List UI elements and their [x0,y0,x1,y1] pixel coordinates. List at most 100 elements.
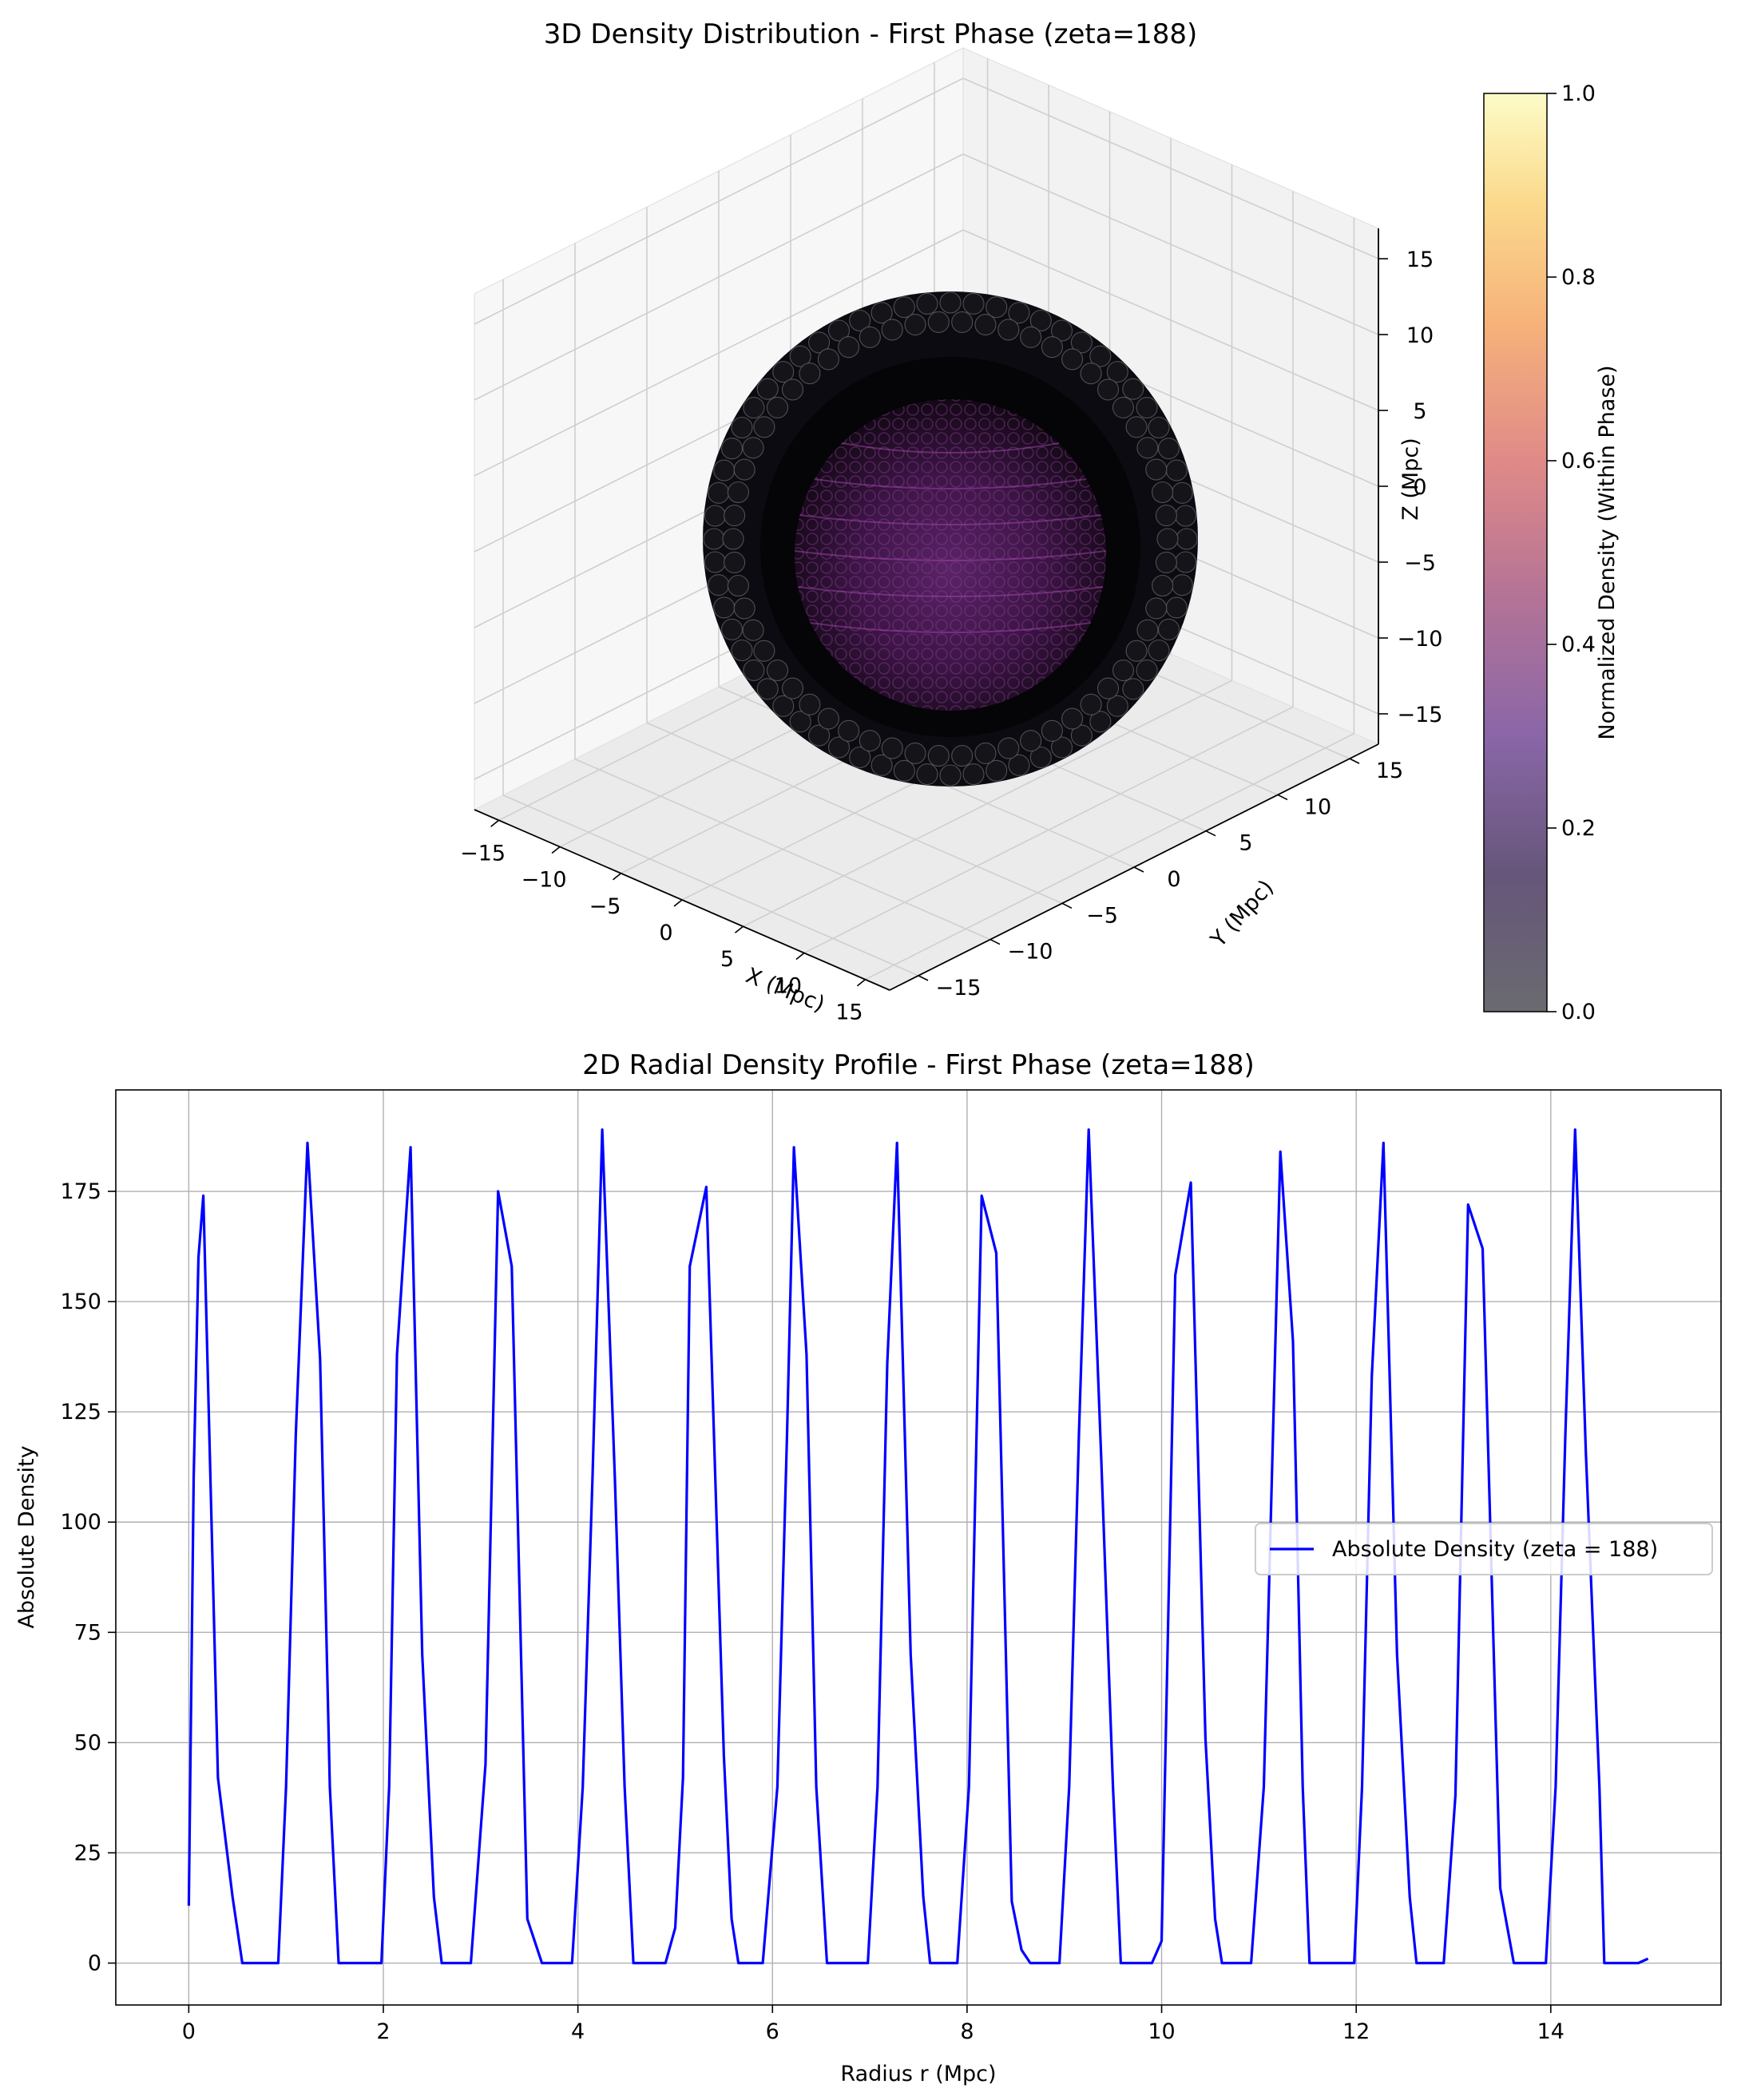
shell-point [1152,481,1174,504]
y-tick-label: 175 [60,1179,101,1204]
shell-point [703,528,725,550]
x-axis-ticks: −15 −10 −5 0 5 10 15 [460,819,866,1025]
x-tick-label: 5 [720,947,734,972]
shell-point [1171,481,1193,504]
side-grid-z [474,153,964,401]
floor-grid-x [743,680,1232,927]
shell-point [1029,746,1052,769]
shell-point [704,551,726,573]
panel-3d-density: 3D Density Distribution - First Phase (z… [460,18,1442,1025]
shell-point [753,416,775,438]
x-tick-label: 14 [1537,2019,1565,2044]
shell-point [951,745,974,767]
panel-radial-profile: 2D Radial Density Profile - First Phase … [14,1049,1722,2086]
shell-point [756,678,779,700]
shell-point [731,639,753,662]
shell-point [881,319,903,341]
shell-point [838,719,860,742]
z-tick-label: 0 [1413,475,1426,500]
shell-point [724,551,746,573]
shell-point [799,363,821,385]
shell-point [997,319,1020,341]
y-tick-label: 0 [88,1951,101,1976]
shell-point [838,336,860,359]
colorbar-tick-label: 0.2 [1561,816,1596,841]
y-tick-label: 50 [74,1730,101,1755]
shell-point [1029,309,1052,332]
shell-point [789,345,811,367]
shell-point [733,597,755,620]
shell-point [916,292,938,315]
shell-point [1112,660,1135,682]
shell-point [766,660,789,682]
shell-point [1020,730,1042,752]
core-latitude-arc [798,586,1103,597]
shell-point [772,361,795,383]
series-line-absolute-density [187,1128,1649,1965]
plot-frame-2d [115,1089,1722,2006]
shell-point [986,759,1008,782]
y-ticks-2d: 0 25 50 75 100 125 150 175 [60,1179,116,1976]
density-sphere [703,291,1198,787]
z-axis-label-3d: Z (Mpc) [1398,438,1423,520]
shell-point [951,311,974,333]
shell-point [1175,551,1197,573]
shell-point [1106,361,1128,383]
shell-point [753,640,775,662]
z-tick-label: 10 [1406,323,1434,348]
shell-point [881,737,903,759]
shell-point [1061,707,1084,730]
y-tick-mark [1205,830,1216,837]
shell-point [1097,677,1120,699]
x-tick-label: −10 [522,868,567,893]
shell-point [1136,437,1159,459]
shell-point [1136,397,1158,419]
shell-point [781,378,804,401]
colorbar-tick-label: 1.0 [1561,81,1596,106]
z-tick-label: −15 [1398,703,1443,727]
shell-point [1089,345,1112,367]
title-3d: 3D Density Distribution - First Phase (z… [544,18,1197,50]
shell-point [817,707,839,730]
shell-point [1145,597,1168,620]
x-tick-label: −15 [460,841,506,866]
x-tick-label: 6 [766,2019,779,2044]
floor-grid-x [865,732,1354,981]
x-tick-label: 10 [1148,2019,1175,2044]
x-tick-label: 15 [835,1000,863,1025]
colorbar-tick-label: 0.6 [1561,449,1596,473]
colorbar-ticks: 0.0 0.2 0.4 0.6 0.8 1.0 [1547,81,1596,1024]
shell-point [1148,639,1170,662]
y-tick-mark [1277,794,1288,801]
shell-point [1050,319,1073,342]
shell-point [766,396,789,418]
z-tick-label: 5 [1413,399,1426,424]
legend-label: Absolute Density (zeta = 188) [1332,1537,1658,1562]
z-axis-ticks: −15 −10 −5 0 5 10 15 [1378,248,1442,727]
shell-point [1097,378,1120,401]
y-tick-label: 15 [1376,759,1403,783]
shell-point [974,742,997,764]
shell-point [1125,416,1148,438]
shell-point [849,746,871,769]
shell-point [927,311,950,333]
shell-point [1152,574,1174,597]
shell-point [743,659,765,681]
y-tick-label: 150 [60,1290,101,1314]
shell-point [893,759,915,782]
core-latitude-arc [842,442,1059,454]
shell-point [720,618,744,640]
y-axis-label-3d: Y (Mpc) [1206,875,1279,953]
core-latitude-arc [799,514,1101,525]
z-tick-label: −5 [1404,551,1436,576]
colorbar: 0.0 0.2 0.4 0.6 0.8 1.0 Normalized Density (W… [1483,81,1620,1024]
y-tick-mark [1061,902,1073,909]
shell-point [713,459,736,481]
back-grid-z [962,77,1379,260]
shell-point [1148,416,1170,439]
x-tick-label: 0 [659,921,672,945]
y-tick-label: 100 [60,1510,101,1535]
shell-point [1157,618,1180,640]
z-tick-label: 15 [1406,248,1434,272]
